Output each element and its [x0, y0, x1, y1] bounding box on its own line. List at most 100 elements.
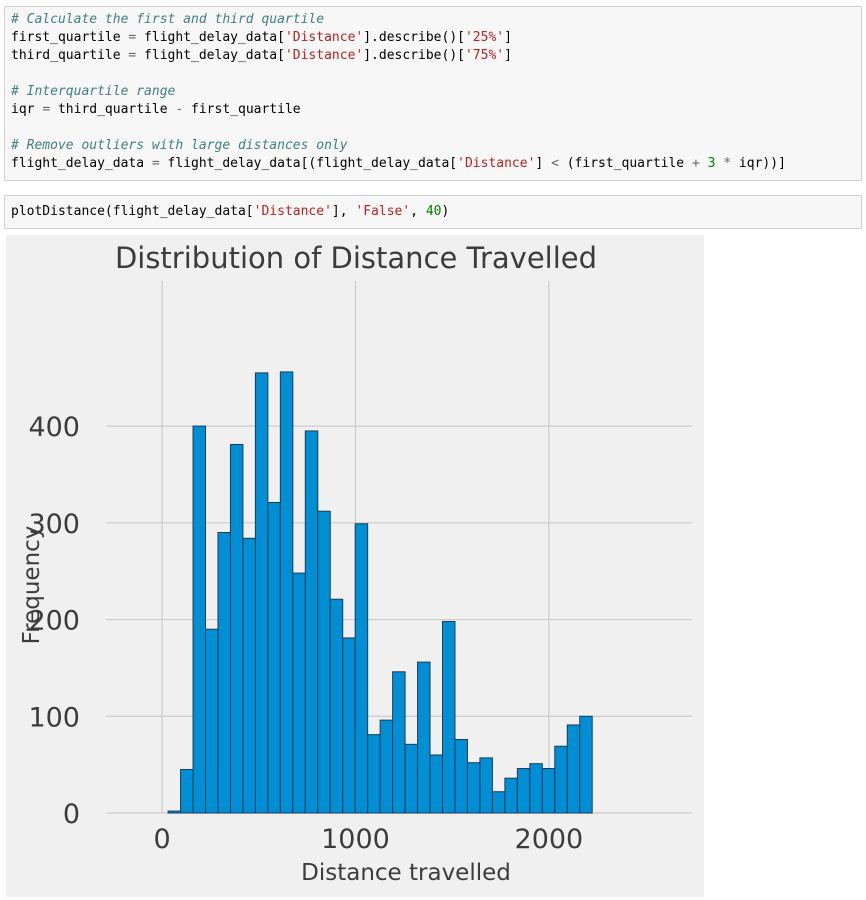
code-cell-plot-call[interactable]: plotDistance(flight_delay_data['Distance… [4, 195, 862, 229]
code-token: = [42, 102, 51, 117]
code-line: first_quartile = flight_delay_data['Dist… [11, 29, 855, 47]
histogram-bar [579, 715, 593, 814]
code-token: 'Distance' [284, 30, 364, 45]
code-cell-quartiles[interactable]: # Calculate the first and third quartile… [4, 6, 862, 181]
comment-text: # Remove outliers with large distances o… [11, 138, 348, 153]
code-token: < [551, 156, 559, 171]
histogram-bar [342, 637, 356, 814]
histogram-bar [479, 757, 493, 814]
x-tick-label: 1000 [321, 824, 390, 855]
tick-labels: 0 1000 2000 0 100 200 300 400 [28, 412, 583, 855]
code-line: flight_delay_data = flight_delay_data[(f… [11, 155, 855, 173]
code-token: '25%' [464, 30, 505, 45]
blank-line [11, 65, 855, 83]
code-line: plotDistance(flight_delay_data['Distance… [11, 203, 855, 221]
histogram-bar [504, 777, 518, 814]
code-token: iqr))] [731, 156, 786, 171]
code-token: '75%' [464, 48, 505, 63]
histogram-bar [454, 738, 468, 814]
code-token: iqr [11, 102, 43, 117]
histogram-bar [180, 768, 194, 814]
code-token: = [128, 48, 137, 63]
code-line: iqr = third_quartile - first_quartile [11, 101, 855, 119]
code-token: 'False' [355, 204, 411, 219]
histogram-bar [354, 523, 369, 814]
histogram-chart: 0 1000 2000 0 100 200 300 400 Distribution of D… [6, 235, 704, 897]
histogram-bar [516, 768, 531, 814]
code-token: flight_delay_data[(flight_delay_data[ [159, 156, 458, 171]
histogram-bar [541, 768, 556, 814]
y-tick-label: 0 [63, 799, 80, 830]
code-token: flight_delay_data[ [136, 48, 285, 63]
x-axis-label: Distance travelled [301, 860, 511, 886]
code-token: plotDistance(flight_delay_data[ [11, 204, 254, 219]
histogram-bar [317, 510, 331, 814]
histogram-bar [279, 371, 294, 814]
code-token: = [128, 30, 137, 45]
histogram-bar [404, 743, 419, 814]
histogram-bar [466, 762, 481, 814]
code-token: 3 [707, 156, 716, 171]
code-token: - [175, 102, 184, 117]
code-token: , [410, 204, 426, 219]
histogram-bar [554, 745, 568, 814]
x-tick-label: 2000 [515, 824, 584, 855]
histogram-bar [254, 372, 269, 814]
code-token: first_quartile [11, 30, 129, 45]
histogram-bar [304, 430, 319, 814]
histogram-bar [367, 734, 381, 814]
code-token: * [723, 156, 732, 171]
code-token [700, 156, 708, 171]
histogram-bar [192, 425, 207, 814]
code-token: first_quartile [183, 102, 301, 117]
code-token: (first_quartile [558, 156, 692, 171]
histogram-bar [229, 443, 244, 814]
code-token: = [151, 156, 160, 171]
code-token: 'Distance' [253, 204, 332, 219]
code-comment-line: # Calculate the first and third quartile [11, 11, 855, 29]
histogram-figure: 0 1000 2000 0 100 200 300 400 Distribution of D… [6, 235, 704, 897]
histogram-bar [242, 537, 256, 814]
code-token: ].describe()[ [363, 30, 465, 45]
histogram-bar [491, 791, 506, 814]
y-tick-label: 300 [28, 509, 80, 540]
y-tick-label: 200 [28, 606, 80, 637]
y-tick-label: 400 [28, 412, 80, 443]
histogram-bar [392, 671, 406, 814]
x-tick-label: 0 [153, 824, 170, 855]
histogram-bar [529, 763, 543, 814]
code-token: flight_delay_data[ [136, 30, 285, 45]
code-token: 40 [425, 204, 442, 219]
histogram-bar [167, 810, 182, 814]
comment-text: # Calculate the first and third quartile [11, 12, 325, 27]
code-token: third_quartile [50, 102, 176, 117]
code-token: 'Distance' [457, 156, 536, 171]
code-token: ] [504, 48, 512, 63]
histogram-bar [329, 598, 344, 814]
chart-title: Distribution of Distance Travelled [115, 241, 597, 275]
code-comment-line: # Interquartile range [11, 83, 855, 101]
y-axis-label: Frequency [19, 526, 45, 645]
histogram-bar [267, 502, 281, 814]
code-token: ], [331, 204, 356, 219]
comment-text: # Interquartile range [11, 84, 176, 99]
histogram-bar [442, 620, 456, 814]
code-token: flight_delay_data [11, 156, 152, 171]
histogram-bar [379, 719, 394, 814]
code-line: third_quartile = flight_delay_data['Dist… [11, 47, 855, 65]
histogram-bar [417, 661, 431, 814]
code-token: ].describe()[ [363, 48, 465, 63]
code-token: ) [441, 204, 450, 219]
code-token: third_quartile [11, 48, 129, 63]
histogram-bar [566, 724, 581, 814]
histogram-bar [292, 572, 306, 814]
histogram-bars [167, 371, 593, 814]
code-token: + [691, 156, 700, 171]
histogram-bar [429, 754, 444, 814]
histogram-bar [205, 628, 219, 814]
blank-line [11, 119, 855, 137]
y-tick-label: 100 [28, 702, 80, 733]
histogram-bar [217, 531, 231, 814]
code-token: ] [504, 30, 512, 45]
code-comment-line: # Remove outliers with large distances o… [11, 137, 855, 155]
